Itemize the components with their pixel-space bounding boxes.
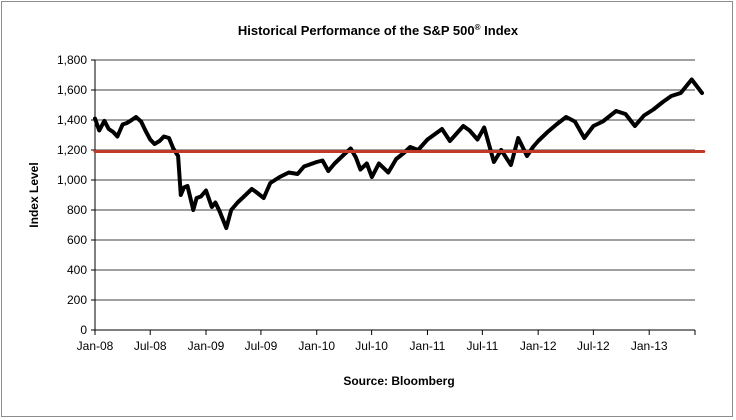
y-tick-label: 1,800 (57, 53, 87, 67)
x-tick-label: Jan-12 (520, 339, 557, 353)
x-tick-label: Jan-11 (410, 339, 446, 353)
tick-labels: 0 200 400 600 800 1,000 1,200 1,400 1,600 1,800 Ja… (57, 53, 668, 353)
x-tick-label: Jan-13 (631, 339, 668, 353)
x-tick-label: Jan-10 (298, 339, 335, 353)
y-tick-label: 400 (67, 263, 87, 277)
x-tick-label: Jan-09 (188, 339, 225, 353)
y-tick-label: 600 (67, 233, 87, 247)
x-tick-label: Jan-08 (77, 339, 114, 353)
y-tick-label: 1,000 (57, 173, 87, 187)
y-tick-label: 0 (80, 323, 87, 337)
x-axis-label: Source: Bloomberg (343, 374, 454, 388)
x-tick-label: Jul-12 (577, 339, 610, 353)
series-group (93, 77, 706, 230)
y-tick-label: 800 (67, 203, 87, 217)
axes (91, 59, 696, 335)
x-tick-label: Jul-08 (134, 339, 167, 353)
x-tick-label: Jul-09 (245, 339, 278, 353)
chart-title: Historical Performance of the S&P 500® I… (238, 23, 519, 38)
series-line-index (93, 77, 704, 230)
y-axis-label: Index Level (27, 162, 41, 227)
x-tick-label: Jul-10 (355, 339, 388, 353)
gridlines (95, 59, 695, 301)
y-tick-label: 1,200 (57, 143, 87, 157)
x-tick-label: Jul-11 (466, 339, 498, 353)
y-tick-label: 1,600 (57, 83, 87, 97)
y-tick-label: 1,400 (57, 113, 87, 127)
y-tick-label: 200 (67, 293, 87, 307)
